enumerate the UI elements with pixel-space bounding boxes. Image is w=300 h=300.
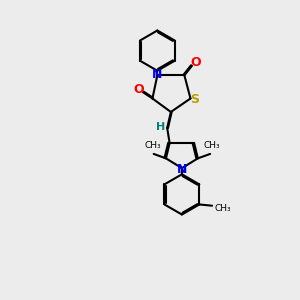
Text: O: O xyxy=(134,83,144,96)
Text: CH₃: CH₃ xyxy=(144,141,161,150)
Text: N: N xyxy=(152,68,162,81)
Text: O: O xyxy=(190,56,201,69)
Text: H: H xyxy=(156,122,165,132)
Text: CH₃: CH₃ xyxy=(203,141,220,150)
Text: CH₃: CH₃ xyxy=(214,204,231,213)
Text: N: N xyxy=(177,164,187,176)
Text: S: S xyxy=(190,93,200,106)
